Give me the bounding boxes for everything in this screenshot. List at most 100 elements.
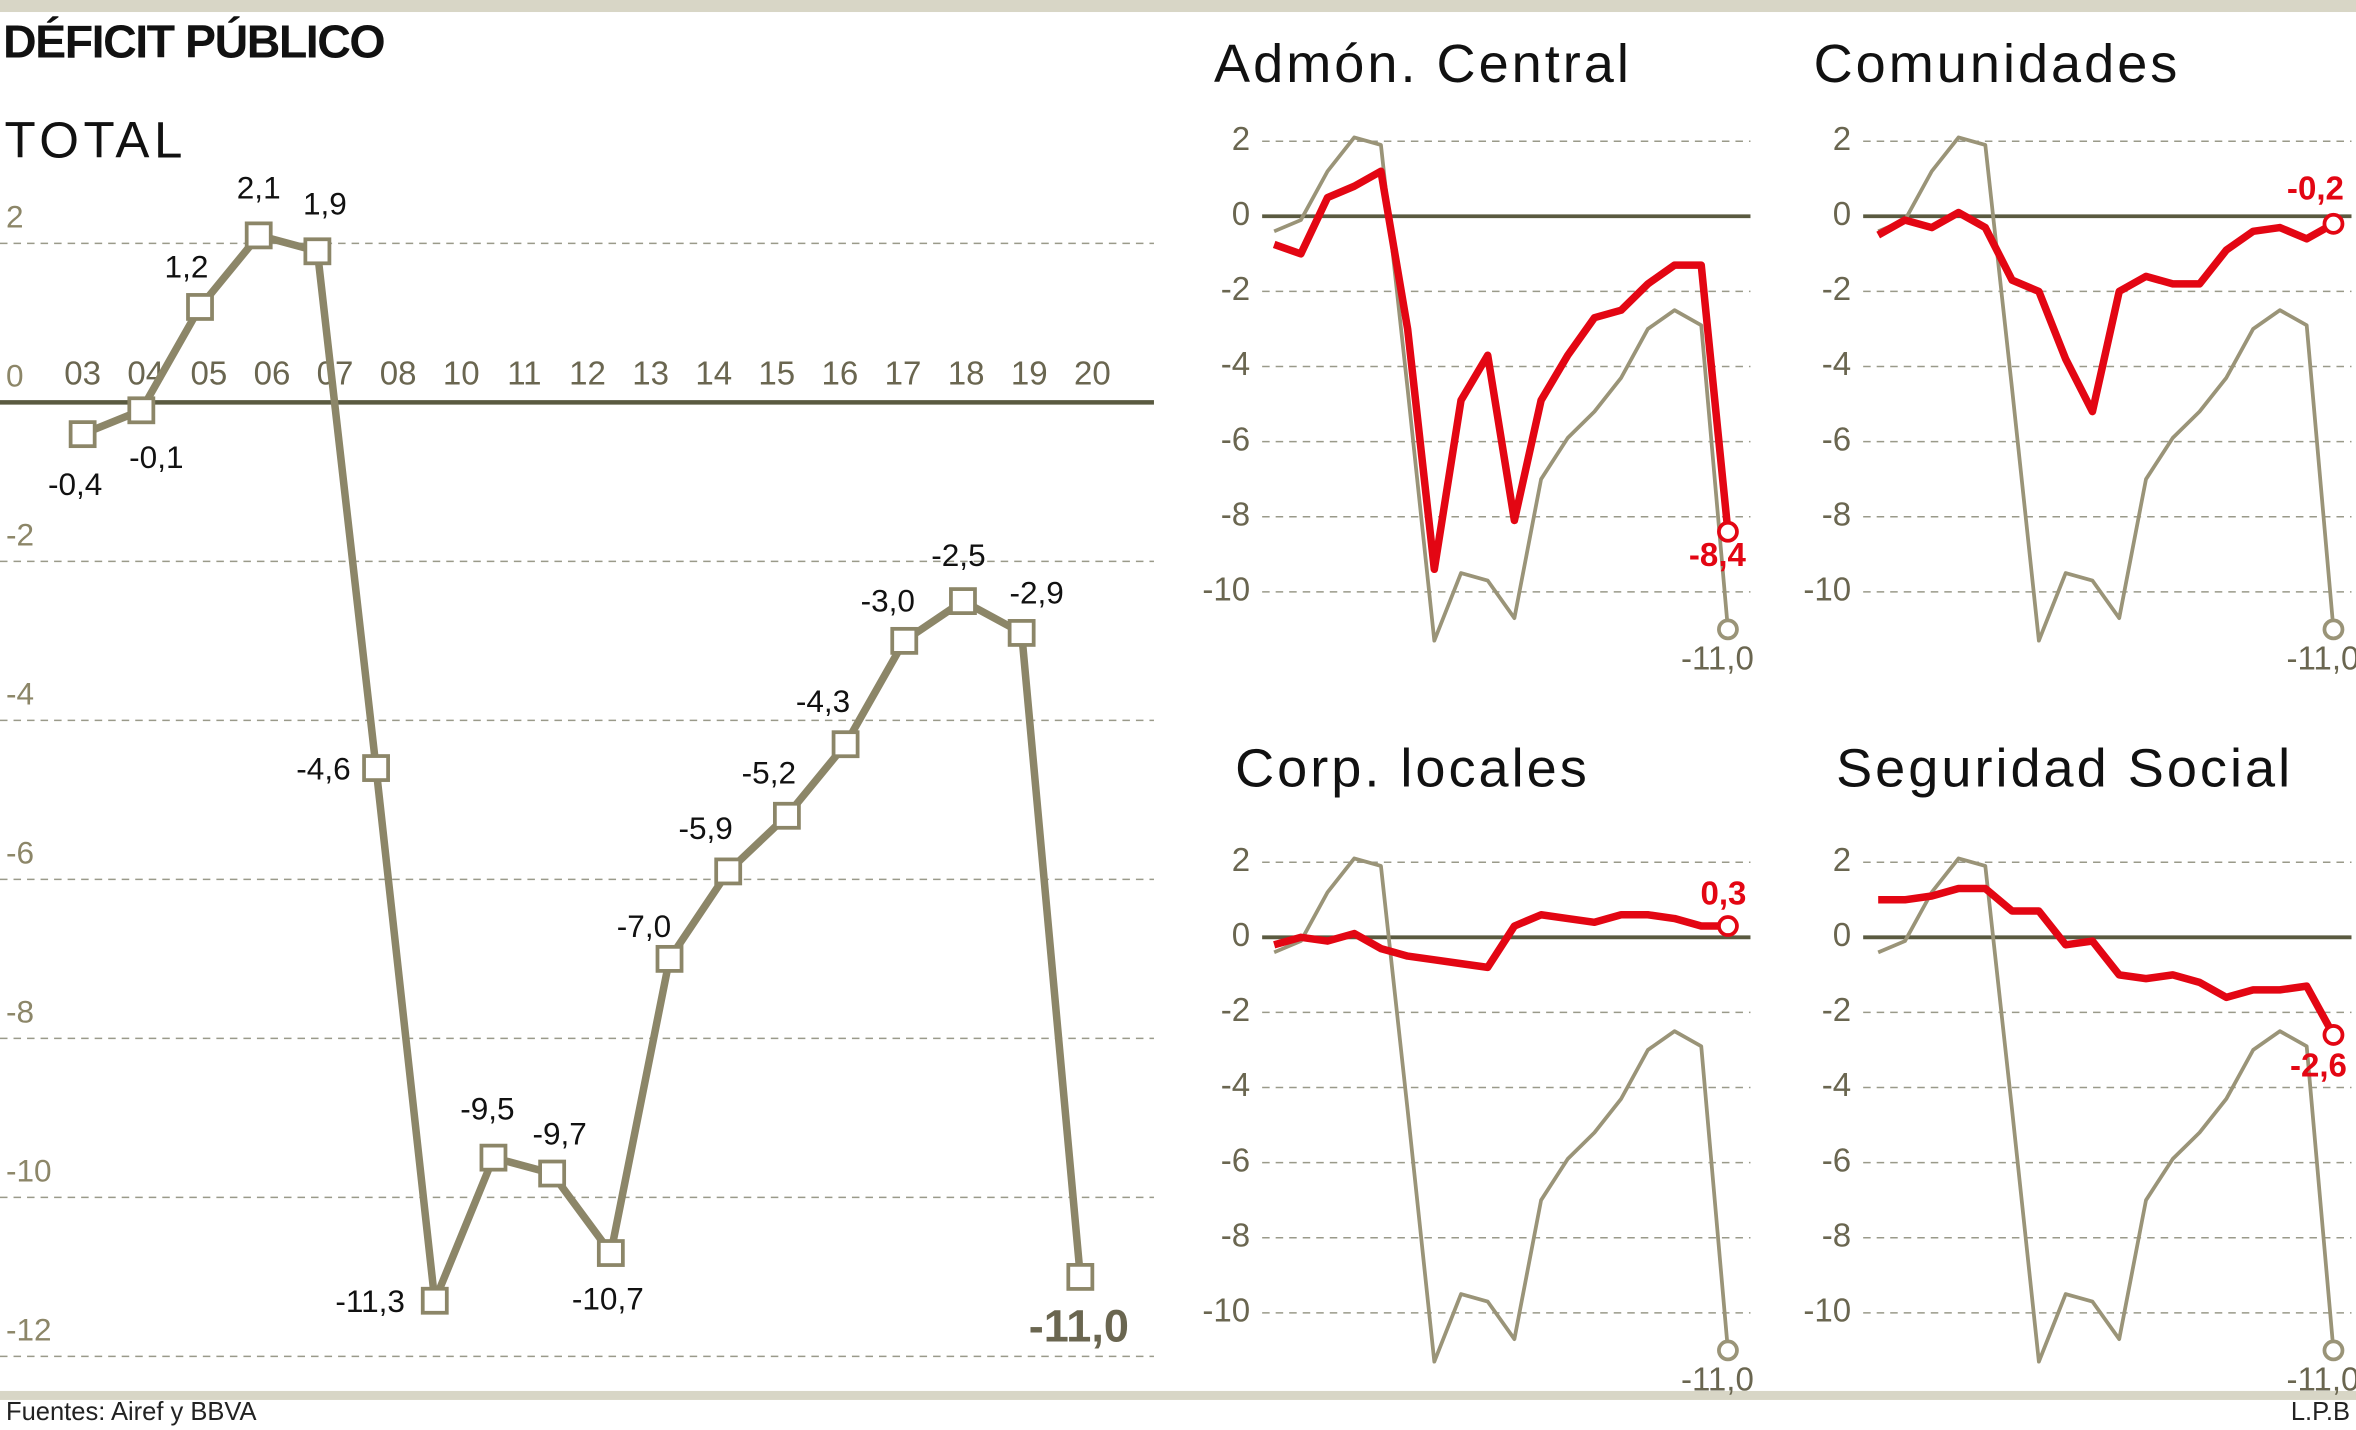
value-label: -0,4 (48, 466, 102, 502)
y-tick-label: 2 (1833, 121, 1851, 158)
x-tick-label: 10 (443, 355, 480, 392)
marker (1007, 619, 1036, 647)
y-tick-label: -8 (6, 994, 34, 1030)
value-label: -10,7 (572, 1280, 644, 1316)
panel-title: Admón. Central (1214, 34, 1632, 94)
x-tick-label: 15 (758, 355, 795, 392)
value-label: -0,2 (2287, 171, 2344, 208)
y-tick-label: -6 (1221, 1142, 1250, 1179)
y-tick-label: -4 (1221, 1067, 1250, 1104)
marker (2322, 1024, 2345, 1046)
y-tick-label: -4 (6, 676, 34, 712)
x-tick-label: 16 (822, 355, 859, 392)
value-label: -4,6 (296, 750, 350, 786)
y-tick-label: -2 (1822, 271, 1851, 308)
x-tick-label: 03 (64, 355, 101, 392)
value-label: -9,5 (460, 1090, 514, 1126)
value-label: -11,0 (1681, 1362, 1754, 1399)
bottom-band (0, 1390, 2356, 1400)
x-tick-label: 14 (695, 355, 732, 392)
x-tick-label: 13 (632, 355, 669, 392)
y-tick-label: -8 (1221, 1217, 1250, 1254)
y-tick-label: -6 (1822, 1142, 1851, 1179)
series-line (1876, 208, 2336, 416)
y-tick-label: 2 (1232, 121, 1250, 158)
marker (890, 626, 919, 655)
value-label: -2,6 (2290, 1048, 2347, 1085)
y-tick-label: -8 (1822, 496, 1851, 533)
value-label: -11,0 (2287, 1362, 2356, 1399)
chart-title: TOTAL (5, 112, 187, 169)
marker (1717, 618, 1739, 641)
y-tick-label: -10 (1202, 572, 1250, 609)
marker (127, 396, 156, 425)
value-label: -11,0 (1029, 1300, 1129, 1351)
y-tick-label: 0 (1833, 196, 1851, 233)
marker (1717, 1339, 1739, 1362)
marker (949, 587, 977, 616)
marker (303, 237, 332, 266)
marker (68, 420, 97, 449)
marker (655, 944, 684, 973)
value-label: -11,0 (2287, 641, 2356, 678)
marker (1066, 1262, 1095, 1291)
marker (244, 221, 273, 250)
panel-title: Comunidades (1814, 34, 2181, 94)
value-label: -8,4 (1689, 537, 1747, 574)
series-line (1273, 856, 1730, 1364)
y-tick-label: 2 (6, 199, 24, 235)
marker (714, 857, 743, 886)
y-tick-label: 0 (1833, 917, 1851, 954)
x-tick-label: 20 (1074, 355, 1111, 392)
marker (186, 293, 214, 321)
value-label: -3,0 (861, 583, 915, 619)
value-label: -5,9 (678, 810, 732, 846)
series-line (1877, 135, 2336, 643)
y-tick-label: -10 (1803, 572, 1851, 609)
marker (2322, 212, 2345, 235)
value-label: 0,3 (1700, 876, 1746, 913)
x-tick-label: 05 (190, 355, 227, 392)
y-tick-label: 0 (6, 358, 24, 394)
series-line (1877, 856, 2336, 1364)
top-band (0, 0, 2356, 13)
marker (596, 1239, 625, 1267)
credit: L.P.B (2291, 1398, 2350, 1426)
x-tick-label: 11 (507, 355, 541, 392)
marker (2322, 1339, 2345, 1362)
x-tick-label: 19 (1011, 355, 1048, 392)
value-label: -4,3 (796, 683, 850, 719)
value-label: -9,7 (532, 1115, 586, 1151)
marker (1717, 915, 1739, 937)
panel-title: Seguridad Social (1836, 738, 2293, 798)
y-tick-label: -6 (1221, 421, 1250, 458)
value-label: -11,3 (335, 1283, 405, 1319)
series-line (1878, 884, 2337, 1037)
y-tick-label: -2 (1822, 992, 1851, 1029)
marker (772, 801, 801, 830)
x-tick-label: 08 (380, 355, 417, 392)
marker (1717, 520, 1739, 543)
marker (538, 1159, 567, 1188)
marker (420, 1286, 449, 1315)
main-title: DÉFICIT PÚBLICO (3, 15, 384, 67)
value-label: -11,0 (1681, 641, 1754, 678)
y-tick-label: -2 (6, 517, 34, 553)
y-tick-label: -4 (1822, 1067, 1851, 1104)
y-tick-label: -10 (1202, 1293, 1250, 1330)
source: Fuentes: Airef y BBVA (6, 1398, 257, 1426)
y-tick-label: -2 (1221, 992, 1250, 1029)
x-tick-label: 06 (254, 355, 291, 392)
marker (362, 754, 390, 782)
y-tick-label: 2 (1833, 842, 1851, 879)
y-tick-label: 2 (1232, 842, 1250, 879)
x-tick-label: 12 (569, 355, 606, 392)
panel-title: Corp. locales (1235, 738, 1590, 798)
value-label: -2,9 (1009, 575, 1063, 611)
y-tick-label: -10 (1803, 1293, 1851, 1330)
x-tick-label: 18 (948, 355, 985, 392)
y-tick-label: 0 (1232, 917, 1250, 954)
y-tick-label: -8 (1822, 1217, 1851, 1254)
